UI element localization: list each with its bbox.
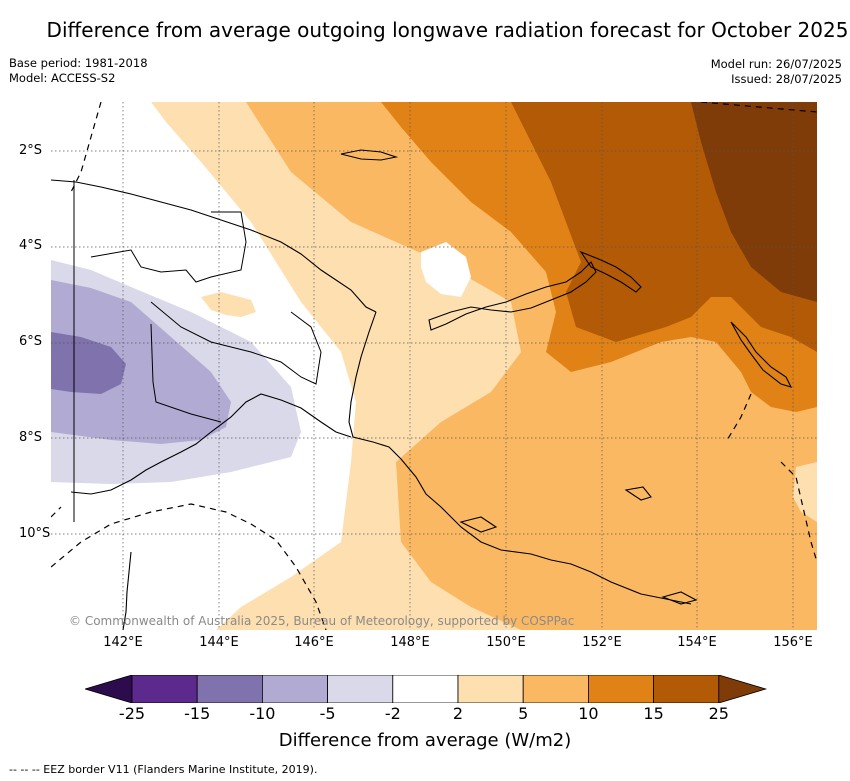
colorbar-title: Difference from average (W/m2) (278, 730, 572, 751)
issued-date: Issued: 28/07/2025 (731, 72, 842, 86)
colorbar-tick-label: -15 (184, 704, 211, 723)
graticule (51, 102, 817, 630)
colorbar-cell (131, 675, 198, 703)
borders (73, 180, 322, 522)
coastlines (51, 149, 793, 630)
colorbar-tick-label: 2 (452, 704, 464, 723)
lon-label: 150°E (486, 635, 526, 650)
colorbar (85, 675, 768, 703)
colorbar-cell (457, 675, 524, 703)
colorbar-tick-label: -25 (118, 704, 146, 723)
lat-label: 2°S (19, 143, 43, 158)
lon-label: 152°E (582, 635, 622, 650)
colorbar-tick-label: 10 (578, 704, 599, 723)
lat-label: 10°S (19, 526, 51, 541)
base-period: Base period: 1981-2018 (9, 56, 148, 70)
lat-label: 6°S (19, 334, 43, 349)
band-2-5-east (793, 462, 817, 522)
map-svg (51, 102, 817, 630)
lat-label: 8°S (19, 430, 43, 445)
band-25-plus (691, 102, 817, 302)
lon-label: 142°E (103, 635, 143, 650)
copyright-notice: © Commonwealth of Australia 2025, Bureau… (69, 614, 575, 628)
colorbar-cell (522, 675, 589, 703)
band-minus-10-15 (51, 332, 126, 394)
lon-label: 146°E (294, 635, 334, 650)
colorbar-cell (261, 675, 328, 703)
model-run: Model run: 26/07/2025 (710, 57, 842, 71)
model-name: Model: ACCESS-S2 (9, 71, 116, 85)
eez-footnote: -- -- -- EEZ border V11 (Flanders Marine… (9, 763, 318, 776)
band-neutral-hole (421, 242, 471, 297)
lon-label: 154°E (677, 635, 717, 650)
colorbar-cell (196, 675, 263, 703)
band-minus-5-10 (51, 280, 231, 444)
lon-label: 144°E (199, 635, 239, 650)
band-2-5-west (201, 292, 256, 317)
meta-right: Model run: 26/07/2025 Issued: 28/07/2025 (711, 57, 842, 87)
colorbar-extend-low (85, 675, 133, 703)
meta-left: Base period: 1981-2018 Model: ACCESS-S2 (9, 56, 148, 86)
colorbar-extend-high (718, 675, 768, 703)
colorbar-tick-label: 5 (518, 704, 529, 723)
lon-label: 156°E (773, 635, 813, 650)
colorbar-cell (392, 675, 459, 703)
colorbar-cell (653, 675, 720, 703)
colorbar-tick-label: 15 (643, 704, 664, 723)
colorbar-tick-label: -5 (319, 704, 336, 723)
map-title: Difference from average outgoing longwav… (46, 18, 849, 42)
map-panel (51, 102, 817, 630)
colorbar-tick-label: -10 (249, 704, 276, 723)
lat-label: 4°S (19, 238, 43, 253)
colorbar-cell (327, 675, 394, 703)
lon-label: 148°E (390, 635, 430, 650)
colorbar-tick-label: 25 (708, 704, 729, 723)
eez-borders (51, 102, 817, 630)
colorbar-cell (587, 675, 654, 703)
colorbar-tick-label: -2 (384, 704, 401, 723)
